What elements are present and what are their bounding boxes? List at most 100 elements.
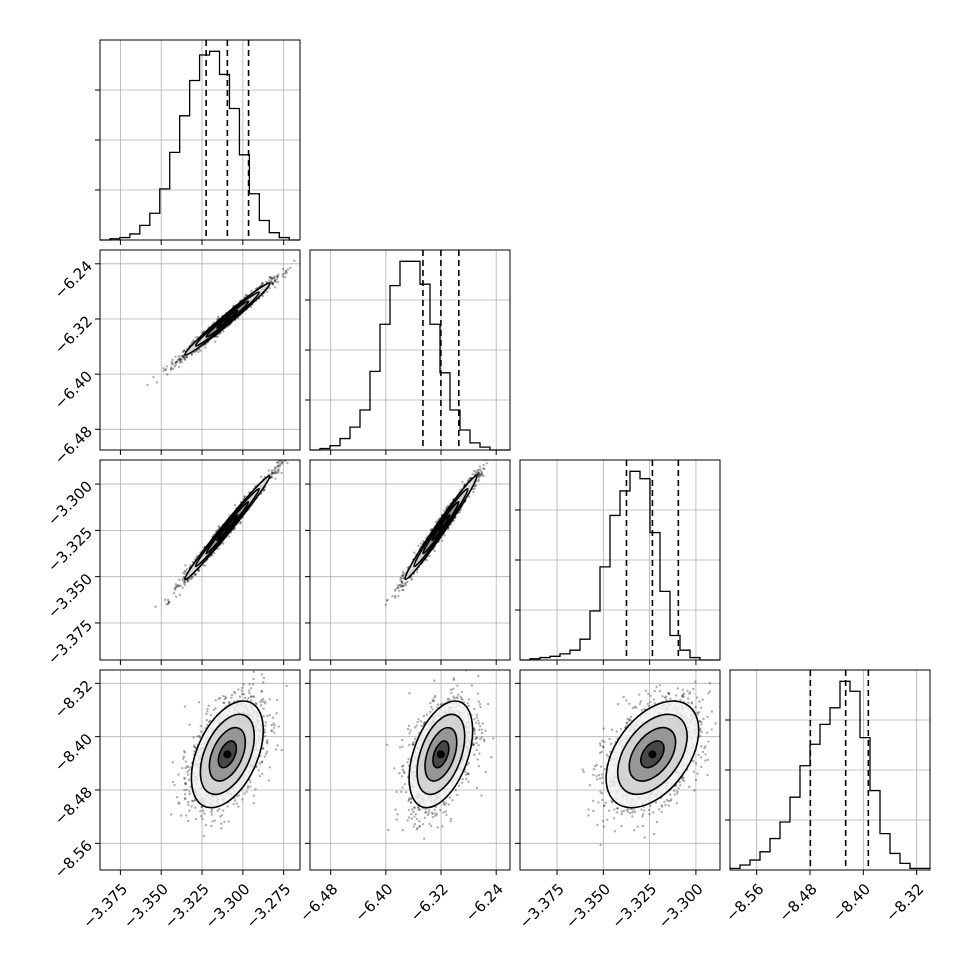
sample-point: [181, 577, 184, 581]
histogram-step-line: [730, 680, 930, 869]
sample-point: [477, 471, 481, 474]
sample-point: [401, 574, 405, 577]
sample-point: [268, 279, 271, 282]
sample-point: [183, 349, 186, 352]
sample-point: [477, 479, 480, 482]
sample-point: [401, 581, 404, 584]
sample-point: [183, 572, 187, 575]
density-peak: [223, 523, 232, 532]
sample-point: [400, 577, 403, 580]
sample-point: [216, 335, 219, 339]
sample-point: [166, 373, 169, 376]
sample-point: [250, 289, 253, 293]
histogram-panel-0: [95, 39, 301, 245]
sample-point: [277, 273, 280, 276]
sample-point: [197, 569, 200, 572]
sample-point: [273, 286, 277, 289]
sample-point: [480, 472, 483, 476]
sample-point: [213, 551, 216, 555]
sample-point: [404, 584, 408, 587]
sample-point: [280, 462, 284, 465]
sample-point: [477, 472, 481, 476]
sample-point: [278, 462, 282, 466]
sample-point: [172, 367, 175, 371]
sample-point: [274, 471, 277, 475]
sample-point: [277, 464, 280, 467]
sample-point: [276, 470, 280, 473]
scatter-panel-1-0: [95, 249, 301, 455]
sample-point: [181, 354, 185, 357]
sample-point: [239, 522, 242, 525]
sample-point: [400, 574, 404, 577]
sample-point: [476, 472, 479, 475]
sample-point: [271, 471, 274, 475]
sample-point: [402, 572, 405, 575]
sample-point: [249, 306, 253, 309]
sample-point: [277, 465, 280, 468]
sample-point: [270, 470, 274, 474]
sample-point: [197, 350, 200, 354]
panel-frame: [99, 249, 301, 451]
sample-point: [484, 457, 486, 459]
sample-point: [274, 477, 277, 480]
sample-point: [480, 472, 484, 476]
sample-point: [485, 462, 489, 465]
sample-point: [275, 275, 279, 278]
sample-point: [179, 584, 182, 587]
sample-point: [268, 287, 271, 290]
sample-point: [415, 570, 419, 574]
sample-point: [193, 351, 196, 354]
sample-point: [162, 367, 165, 370]
sample-point: [468, 476, 472, 480]
sample-point: [177, 584, 180, 587]
sample-point: [179, 360, 182, 363]
sample-point: [419, 542, 422, 545]
sample-point: [270, 472, 274, 475]
sample-point: [180, 358, 183, 362]
sample-point: [429, 528, 432, 531]
sample-point: [178, 357, 181, 360]
sample-point: [176, 584, 180, 587]
sample-point: [183, 357, 186, 361]
sample-point: [221, 542, 225, 545]
sample-point: [458, 511, 461, 514]
sample-point: [281, 272, 285, 276]
sample-point: [479, 468, 482, 471]
sample-point: [473, 487, 476, 490]
sample-point: [174, 583, 178, 586]
panel-content: [310, 434, 510, 660]
sample-point: [190, 341, 194, 344]
sample-point: [270, 277, 274, 280]
sample-point: [162, 369, 165, 373]
sample-point: [189, 564, 192, 567]
sample-point: [190, 577, 193, 581]
sample-point: [273, 275, 276, 278]
sample-point: [194, 336, 198, 339]
sample-point: [185, 356, 189, 359]
sample-point: [169, 368, 173, 371]
sample-point: [478, 465, 482, 468]
sample-point: [434, 521, 437, 524]
sample-point: [146, 383, 149, 387]
panel-content: [100, 460, 300, 660]
sample-point: [478, 475, 482, 478]
sample-point: [190, 575, 194, 579]
sample-point: [283, 272, 287, 275]
scatter-panel-2-1: [305, 434, 511, 665]
sample-point: [183, 583, 186, 587]
sample-point: [233, 503, 237, 507]
sample-point: [504, 434, 506, 436]
sample-point: [271, 472, 275, 475]
sample-point: [425, 559, 428, 562]
sample-point: [477, 477, 480, 481]
sample-point: [198, 568, 201, 572]
sample-point: [272, 471, 275, 475]
sample-point: [399, 585, 402, 589]
sample-point: [183, 569, 186, 573]
sample-point: [489, 457, 491, 459]
sample-point: [482, 467, 485, 470]
sample-point: [166, 598, 170, 602]
sample-point: [154, 605, 157, 608]
sample-point: [169, 367, 173, 370]
sample-point: [400, 582, 404, 585]
